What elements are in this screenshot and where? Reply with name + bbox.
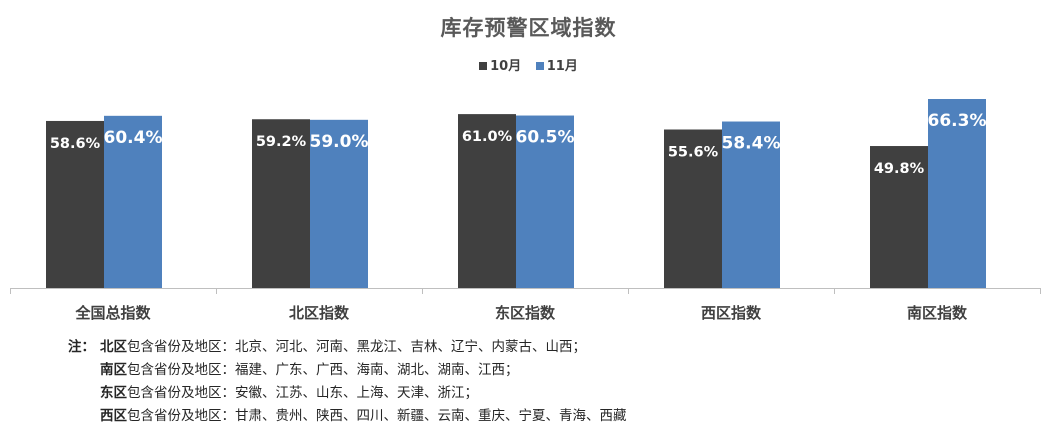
data-label: 66.3% <box>928 111 987 131</box>
data-label: 59.2% <box>256 134 307 150</box>
notes: 注： 北区包含省份及地区：北京、河北、河南、黑龙江、吉林、辽宁、内蒙古、山西； 南… <box>68 336 627 428</box>
note-line-south: 南区包含省份及地区：福建、广东、广西、海南、湖北、湖南、江西； <box>68 359 627 382</box>
x-tick-label: 全国总指数 <box>74 304 151 322</box>
bar-nov <box>310 119 368 288</box>
note-text: 包含省份及地区：安徽、江苏、山东、上海、天津、浙江； <box>127 385 478 401</box>
data-label: 49.8% <box>874 161 925 177</box>
legend-entry-nov: 11月 <box>535 55 578 74</box>
note-region: 东区 <box>100 385 127 401</box>
note-text: 包含省份及地区：福建、广东、广西、海南、湖北、湖南、江西； <box>127 362 519 378</box>
data-label: 60.4% <box>104 128 163 148</box>
bar-oct <box>870 146 928 288</box>
note-prefix: 注： <box>68 339 95 355</box>
data-label: 55.6% <box>668 145 719 161</box>
x-tick-label: 东区指数 <box>495 304 556 322</box>
x-tick-label: 南区指数 <box>907 304 968 322</box>
data-label: 58.6% <box>50 136 101 152</box>
note-text: 包含省份及地区：北京、河北、河南、黑龙江、吉林、辽宁、内蒙古、山西； <box>127 339 586 355</box>
legend-label-oct: 10月 <box>490 59 522 74</box>
chart-title: 库存预警区域指数 <box>440 16 617 40</box>
legend-swatch-nov <box>535 62 544 70</box>
bar-oct <box>458 114 516 288</box>
x-tick-label: 北区指数 <box>289 304 350 322</box>
data-label: 58.4% <box>722 134 781 154</box>
data-label: 60.5% <box>516 128 575 148</box>
bar-chart: 58.6% 60.4% 全国总指数 59.2% 59.0% 北区指数 61.0% 60.5% 东… <box>10 99 1041 322</box>
note-text: 包含省份及地区：甘肃、贵州、陕西、四川、新疆、云南、重庆、宁夏、青海、西藏 <box>127 408 627 424</box>
note-line-east: 东区包含省份及地区：安徽、江苏、山东、上海、天津、浙江； <box>68 382 627 405</box>
bar-nov <box>928 99 986 288</box>
data-label: 61.0% <box>462 129 513 145</box>
x-tick-label: 西区指数 <box>701 304 762 322</box>
bar-nov <box>516 115 574 288</box>
legend-label-nov: 11月 <box>546 59 578 74</box>
bar-oct <box>252 119 310 288</box>
note-line-north: 注： 北区包含省份及地区：北京、河北、河南、黑龙江、吉林、辽宁、内蒙古、山西； <box>68 336 627 359</box>
bar-oct <box>664 129 722 288</box>
legend: 10月 11月 <box>0 55 1057 74</box>
note-line-west: 西区包含省份及地区：甘肃、贵州、陕西、四川、新疆、云南、重庆、宁夏、青海、西藏 <box>68 405 627 428</box>
bar-nov <box>104 115 162 289</box>
note-region: 南区 <box>100 362 127 378</box>
note-region: 西区 <box>100 408 127 424</box>
legend-entry-oct: 10月 <box>479 55 521 74</box>
bar-nov <box>722 121 780 289</box>
note-region: 北区 <box>100 339 127 355</box>
data-label: 59.0% <box>310 132 369 152</box>
bar-oct <box>46 120 104 288</box>
legend-swatch-oct <box>479 62 488 70</box>
